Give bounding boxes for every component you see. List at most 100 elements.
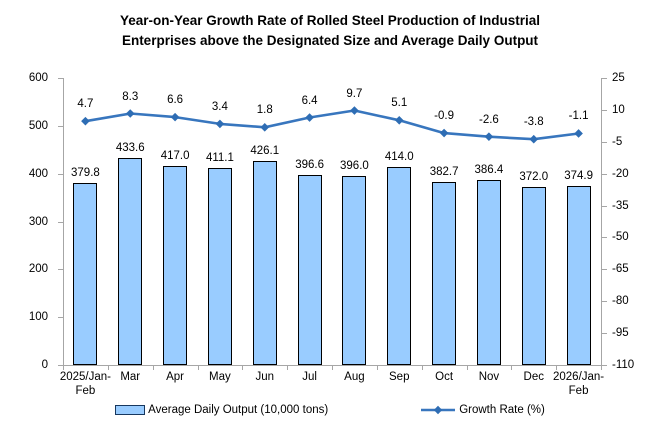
x-axis-category-label: Dec bbox=[523, 371, 544, 383]
y-axis-left-tick bbox=[58, 221, 63, 223]
x-axis-line bbox=[63, 365, 602, 366]
y-axis-left-tick bbox=[58, 269, 63, 271]
legend-line-label: Growth Rate (%) bbox=[459, 404, 545, 416]
x-axis-tick bbox=[421, 366, 423, 370]
bar bbox=[252, 161, 277, 365]
y-axis-left-tick bbox=[58, 125, 63, 127]
line-value-label: 6.4 bbox=[301, 94, 318, 107]
y-axis-left-tick-label: 400 bbox=[28, 167, 48, 180]
bar-series-swatch-icon bbox=[115, 405, 146, 415]
y-axis-right-tick-label: -5 bbox=[612, 135, 623, 148]
x-axis-category-label: Apr bbox=[166, 371, 185, 383]
bar bbox=[118, 157, 143, 365]
bar-value-label: 382.7 bbox=[429, 165, 459, 178]
bar-value-label: 386.4 bbox=[474, 164, 504, 177]
x-axis-category-label: 2026/Jan- Feb bbox=[552, 371, 605, 397]
y-axis-left-tick-label: 100 bbox=[28, 311, 48, 324]
y-axis-right-tick-label: -110 bbox=[612, 359, 635, 371]
x-axis-tick bbox=[601, 366, 602, 370]
line-value-label: 9.7 bbox=[346, 87, 363, 100]
bar-value-label: 372.0 bbox=[519, 171, 549, 184]
x-axis-tick bbox=[332, 366, 333, 370]
line-value-label: 5.1 bbox=[391, 97, 408, 110]
bar bbox=[432, 181, 457, 365]
x-axis-category-label: Jun bbox=[255, 371, 275, 383]
y-axis-right-tick-label: -65 bbox=[612, 263, 629, 276]
y-axis-right-tick bbox=[602, 78, 607, 79]
bar bbox=[297, 175, 322, 365]
x-axis-tick bbox=[376, 366, 378, 370]
y-axis-left-tick bbox=[58, 173, 63, 175]
y-axis-left-tick bbox=[58, 317, 63, 319]
x-axis-tick bbox=[197, 366, 199, 370]
bar-value-label: 379.8 bbox=[71, 167, 100, 180]
bar-value-label: 396.6 bbox=[295, 159, 324, 172]
bar-value-label: 396.0 bbox=[340, 159, 369, 172]
x-axis-tick bbox=[511, 366, 513, 370]
x-axis-tick bbox=[152, 366, 154, 370]
y-axis-left-line bbox=[63, 78, 64, 366]
y-axis-left-tick-label: 0 bbox=[41, 359, 48, 371]
x-axis-category-label: Jul bbox=[302, 371, 317, 383]
y-axis-right-tick-label: 25 bbox=[612, 72, 625, 84]
bar bbox=[521, 187, 546, 365]
x-axis-category-label: Oct bbox=[435, 371, 454, 383]
bar-value-label: 414.0 bbox=[384, 150, 414, 163]
y-axis-right-tick-label: -35 bbox=[612, 199, 629, 212]
x-axis-category-label: 2025/Jan- Feb bbox=[59, 371, 111, 397]
bar bbox=[566, 185, 591, 365]
bar-value-label: 417.0 bbox=[160, 149, 190, 162]
y-axis-right-line bbox=[601, 78, 602, 366]
y-axis-right-tick bbox=[602, 269, 607, 271]
x-axis-tick bbox=[107, 366, 109, 370]
y-axis-right-tick-label: 10 bbox=[612, 103, 625, 116]
bar bbox=[73, 183, 98, 365]
x-axis-tick bbox=[242, 366, 244, 370]
bar bbox=[342, 175, 367, 365]
bar-value-label: 411.1 bbox=[205, 152, 234, 165]
chart-title: Year-on-Year Growth Rate of Rolled Steel… bbox=[119, 13, 541, 49]
x-axis-tick bbox=[466, 366, 468, 370]
line-value-label: -1.1 bbox=[568, 110, 589, 123]
bar bbox=[207, 168, 232, 365]
y-axis-left-tick-label: 200 bbox=[28, 263, 48, 276]
y-axis-left-tick-label: 300 bbox=[28, 215, 48, 228]
x-axis-tick bbox=[287, 366, 289, 370]
y-axis-right-tick bbox=[602, 141, 607, 143]
y-axis-right-tick-label: -95 bbox=[612, 327, 629, 340]
line-series-swatch-icon bbox=[421, 405, 456, 415]
x-axis-category-label: Nov bbox=[478, 371, 500, 383]
y-axis-right-tick bbox=[602, 173, 607, 175]
y-axis-left-tick-label: 500 bbox=[28, 119, 48, 132]
y-axis-left-tick bbox=[58, 365, 63, 366]
legend-entry-growth-rate: Growth Rate (%) bbox=[420, 404, 545, 416]
bar-value-label: 374.9 bbox=[564, 169, 593, 182]
y-axis-left-tick-label: 600 bbox=[28, 72, 48, 84]
y-axis-right-tick bbox=[602, 237, 607, 239]
bar-value-label: 426.1 bbox=[250, 145, 280, 158]
line-value-label: 6.6 bbox=[167, 94, 184, 107]
chart-legend: Average Daily Output (10,000 tons) Growt… bbox=[0, 404, 660, 416]
bar-value-label: 433.6 bbox=[115, 141, 145, 154]
x-axis-tick bbox=[63, 366, 64, 370]
x-axis-category-label: Aug bbox=[344, 371, 365, 383]
y-axis-right-tick-label: -50 bbox=[612, 231, 629, 244]
y-axis-right-tick bbox=[602, 333, 607, 335]
y-axis-right-tick-label: -20 bbox=[612, 167, 629, 180]
bar bbox=[476, 180, 501, 365]
y-axis-right-tick bbox=[602, 205, 607, 207]
line-value-label: 4.7 bbox=[77, 98, 94, 111]
x-axis-category-label: May bbox=[209, 371, 231, 383]
legend-bar-label: Average Daily Output (10,000 tons) bbox=[148, 404, 329, 416]
line-value-label: 8.3 bbox=[122, 90, 139, 103]
y-axis-right-tick bbox=[602, 365, 607, 366]
x-axis-category-label: Sep bbox=[389, 371, 410, 383]
x-axis-tick bbox=[556, 366, 558, 370]
y-axis-right-tick bbox=[602, 301, 607, 303]
legend-entry-average-daily-output: Average Daily Output (10,000 tons) bbox=[115, 404, 328, 416]
y-axis-right-tick bbox=[602, 109, 607, 111]
bar bbox=[163, 165, 188, 365]
y-axis-left-tick bbox=[58, 78, 63, 79]
